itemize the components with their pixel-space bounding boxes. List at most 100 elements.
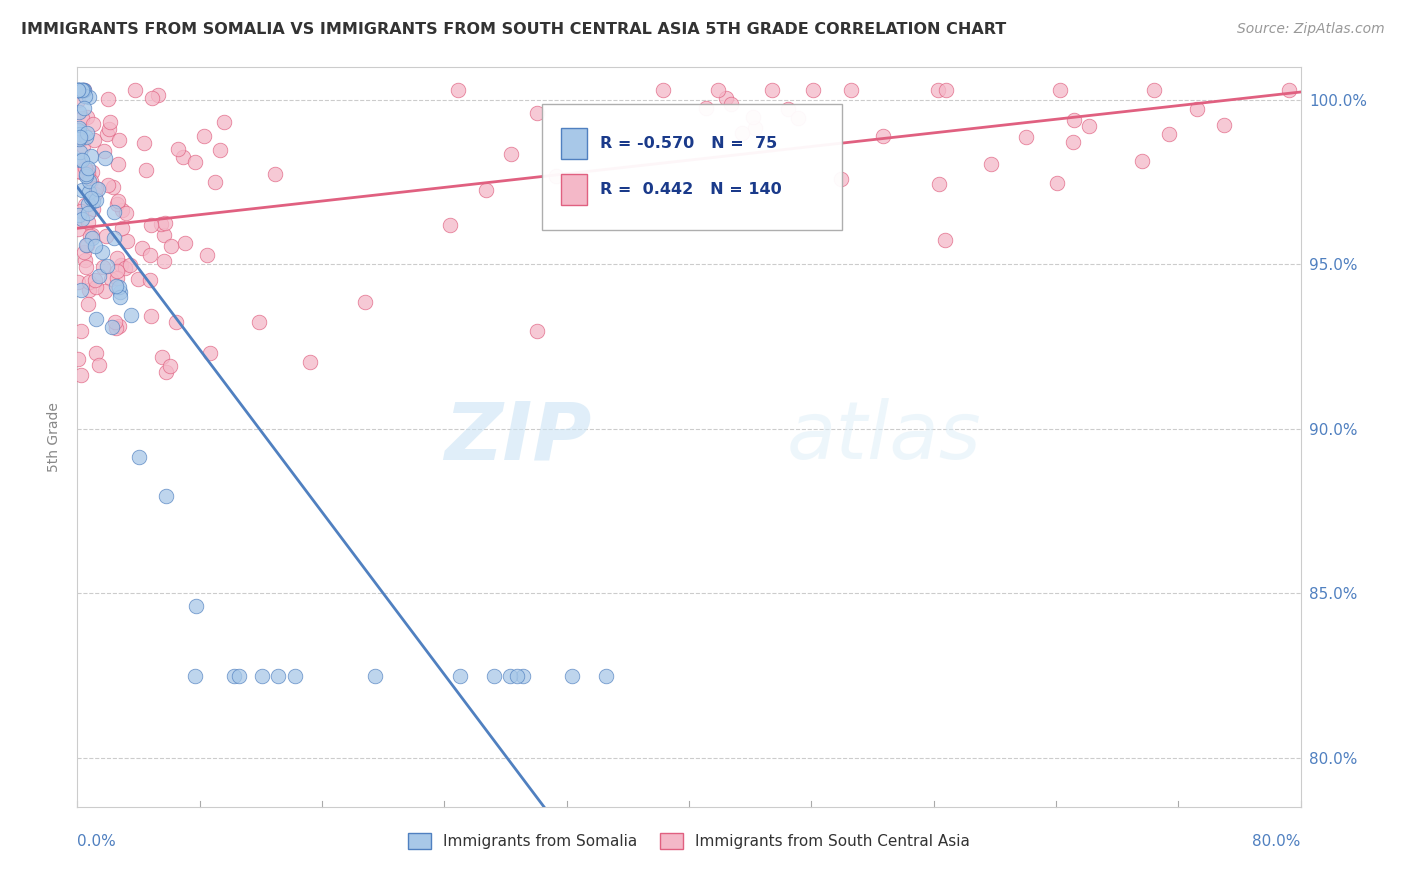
- Point: [77, 161, 100, 175]
- Point: [128, 450, 150, 464]
- Text: R =  0.442   N = 140: R = 0.442 N = 140: [599, 182, 782, 196]
- Point: [69, 130, 91, 145]
- Point: [73, 83, 96, 97]
- Point: [928, 177, 950, 191]
- Point: [69, 127, 91, 141]
- Point: [70, 183, 93, 197]
- Point: [73, 161, 96, 176]
- Point: [66, 351, 89, 366]
- Point: [67, 123, 90, 137]
- Point: [110, 258, 132, 272]
- Point: [155, 489, 177, 503]
- Point: [1185, 102, 1208, 116]
- Point: [73, 83, 96, 97]
- Point: [135, 162, 157, 177]
- Point: [139, 273, 162, 287]
- Point: [82, 194, 104, 209]
- Point: [152, 351, 174, 365]
- Point: [96, 127, 118, 141]
- Point: [97, 92, 120, 106]
- Point: [70, 153, 93, 168]
- Point: [97, 178, 120, 192]
- Point: [77, 196, 100, 211]
- Point: [84, 345, 107, 359]
- Point: [153, 254, 176, 268]
- Point: [70, 368, 93, 382]
- Point: [96, 229, 118, 244]
- Point: [70, 324, 93, 338]
- Point: [228, 668, 250, 682]
- Point: [66, 276, 89, 290]
- Point: [75, 237, 97, 252]
- Point: [167, 142, 190, 156]
- Point: [98, 122, 121, 136]
- Point: [76, 215, 98, 229]
- Point: [72, 83, 94, 97]
- Point: [447, 83, 470, 97]
- Point: [83, 133, 105, 147]
- Point: [67, 131, 90, 145]
- Point: [934, 233, 956, 247]
- Point: [69, 145, 91, 159]
- Point: [131, 240, 153, 254]
- Point: [105, 264, 128, 278]
- Point: [77, 185, 100, 199]
- Point: [482, 668, 505, 682]
- Point: [98, 114, 121, 128]
- Point: [801, 83, 824, 97]
- Point: [107, 271, 129, 285]
- Point: [652, 83, 675, 97]
- Point: [830, 172, 852, 186]
- Point: [72, 83, 94, 97]
- Point: [267, 668, 290, 682]
- Point: [1015, 130, 1038, 145]
- Point: [198, 346, 221, 360]
- Point: [204, 175, 226, 189]
- Point: [1062, 135, 1084, 149]
- Point: [118, 259, 141, 273]
- Point: [69, 153, 91, 168]
- Point: [84, 311, 107, 326]
- Point: [250, 668, 273, 682]
- Y-axis label: 5th Grade: 5th Grade: [48, 402, 62, 472]
- Point: [1049, 83, 1071, 97]
- Point: [108, 285, 131, 300]
- Point: [165, 315, 187, 329]
- Point: [82, 165, 104, 179]
- Point: [354, 295, 377, 310]
- Point: [96, 259, 118, 273]
- Point: [1046, 176, 1069, 190]
- Text: atlas: atlas: [787, 398, 981, 476]
- Point: [79, 228, 101, 243]
- Point: [108, 290, 131, 304]
- Point: [83, 186, 105, 201]
- Point: [77, 90, 100, 104]
- Point: [77, 297, 100, 311]
- Point: [105, 278, 128, 293]
- Point: [124, 83, 146, 97]
- Point: [183, 668, 205, 682]
- Point: [86, 182, 108, 196]
- Point: [73, 89, 96, 103]
- Point: [720, 96, 742, 111]
- Point: [149, 217, 172, 231]
- Point: [70, 111, 93, 125]
- Point: [512, 668, 534, 682]
- Bar: [561, 174, 588, 204]
- Point: [67, 163, 90, 178]
- Point: [475, 183, 498, 197]
- Text: R = -0.570   N =  75: R = -0.570 N = 75: [599, 136, 778, 151]
- Point: [79, 174, 101, 188]
- Point: [741, 110, 763, 124]
- Point: [104, 315, 127, 329]
- Point: [66, 83, 89, 97]
- Point: [139, 309, 162, 323]
- Point: [67, 83, 90, 97]
- Point: [264, 167, 287, 181]
- Point: [364, 668, 387, 682]
- Point: [115, 206, 138, 220]
- Point: [101, 180, 124, 194]
- Point: [67, 208, 90, 222]
- Point: [75, 169, 97, 183]
- Point: [498, 668, 520, 682]
